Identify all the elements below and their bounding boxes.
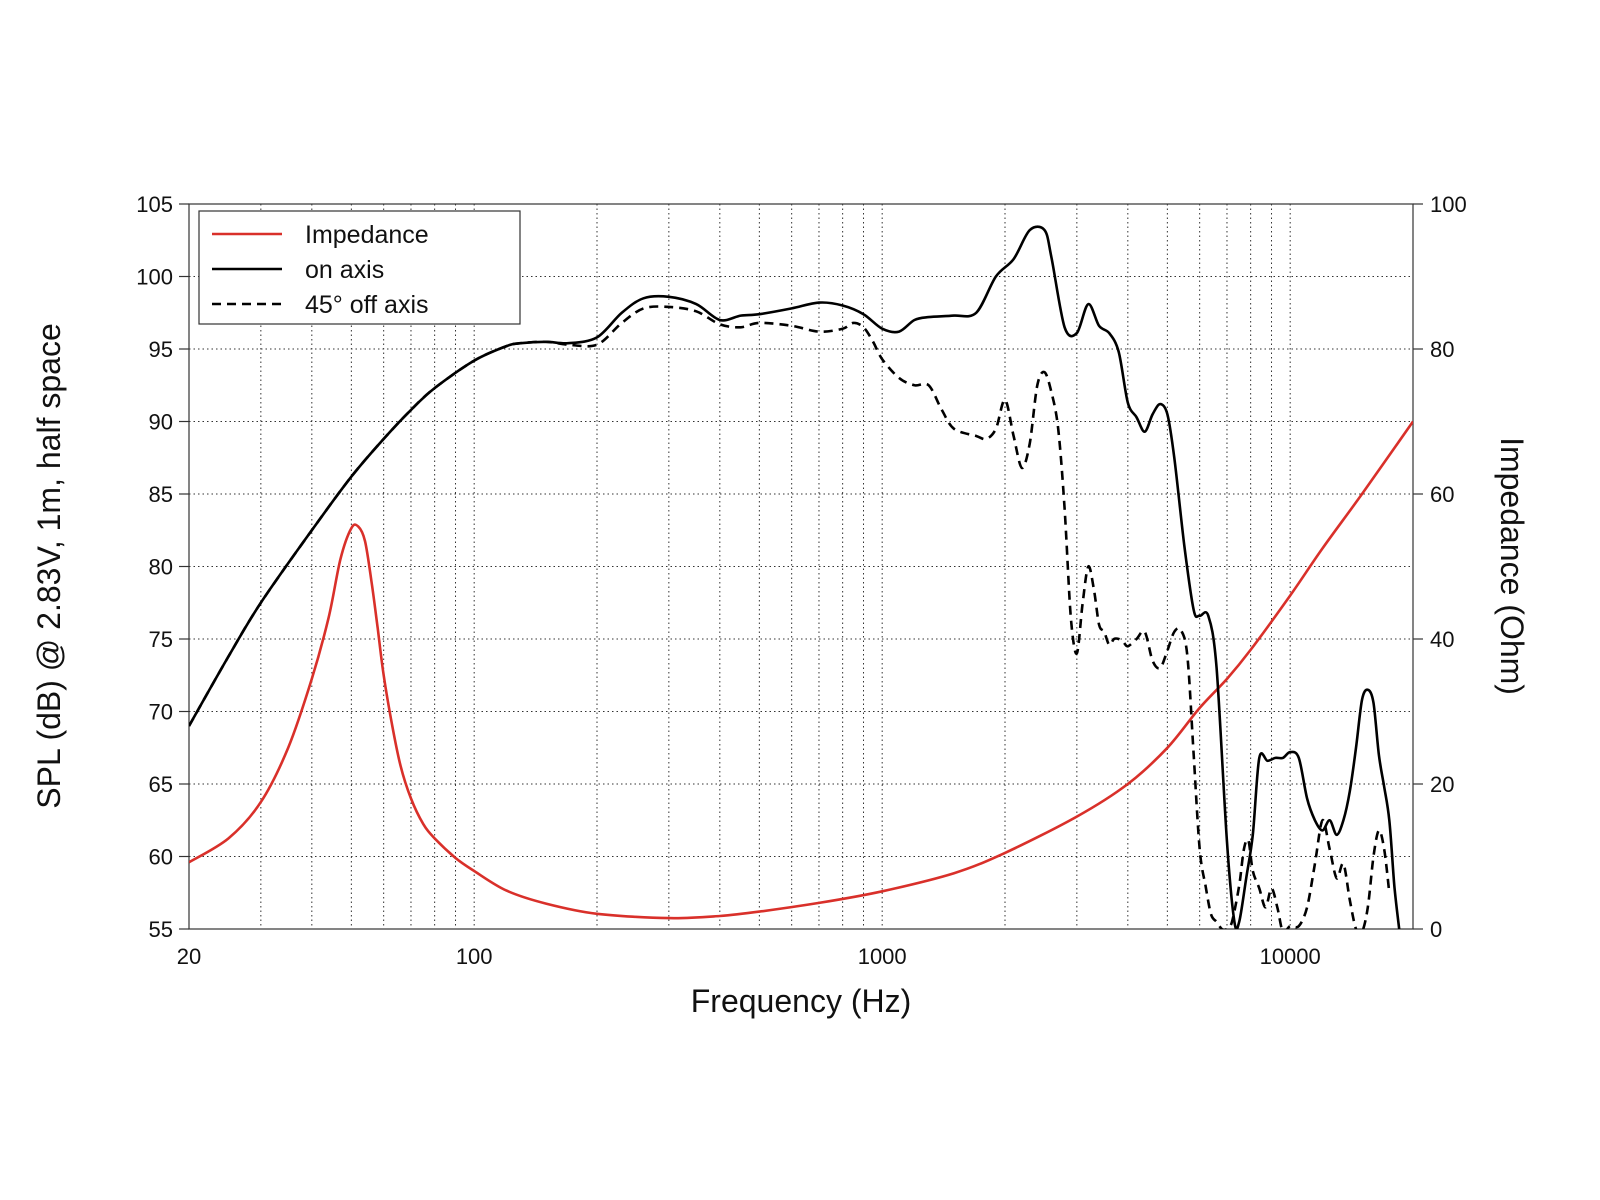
y2-tick-label: 60: [1430, 482, 1454, 507]
x-tick-label: 10000: [1260, 944, 1321, 969]
y-tick-label: 65: [149, 772, 173, 797]
legend-box: [198, 210, 521, 325]
x-tick-label: 1000: [858, 944, 907, 969]
legend-label-on-axis: on axis: [305, 256, 384, 284]
y-tick-label: 75: [149, 627, 173, 652]
legend: Impedance on axis 45° off axis: [198, 210, 521, 325]
y2-axis-title: Impedance (Ohm): [1494, 437, 1530, 695]
y-tick-label: 70: [149, 700, 173, 725]
tick-labels: 55 60 65 70 75 80 85 90 95 100 105 0 20 40 60 80 100 20 10…: [136, 192, 1466, 969]
y-tick-label: 95: [149, 337, 173, 362]
y2-tick-label: 0: [1430, 917, 1442, 942]
impedance-series-line: [189, 420, 1413, 920]
y-tick-label: 100: [136, 265, 173, 290]
y-tick-label: 55: [149, 917, 173, 942]
y-tick-label: 85: [149, 482, 173, 507]
y-tick-label: 80: [149, 555, 173, 580]
y-tick-label: 60: [149, 845, 173, 870]
y2-tick-label: 80: [1430, 337, 1454, 362]
legend-label-impedance: Impedance: [305, 221, 429, 249]
series-lines: [189, 225, 1413, 929]
x-tick-label: 20: [177, 944, 201, 969]
y-tick-label: 90: [149, 410, 173, 435]
off-axis-series-line: [189, 305, 1391, 929]
x-axis-title: Frequency (Hz): [691, 983, 912, 1019]
y2-tick-label: 100: [1430, 192, 1467, 217]
y2-tick-label: 40: [1430, 627, 1454, 652]
grid-lines: [189, 204, 1413, 929]
x-tick-label: 100: [456, 944, 493, 969]
y-axis-title: SPL (dB) @ 2.83V, 1m, half space: [31, 323, 67, 808]
y-tick-label: 105: [136, 192, 173, 217]
y2-tick-label: 20: [1430, 772, 1454, 797]
legend-label-off-axis: 45° off axis: [305, 291, 429, 319]
on-axis-series-line: [189, 225, 1401, 929]
